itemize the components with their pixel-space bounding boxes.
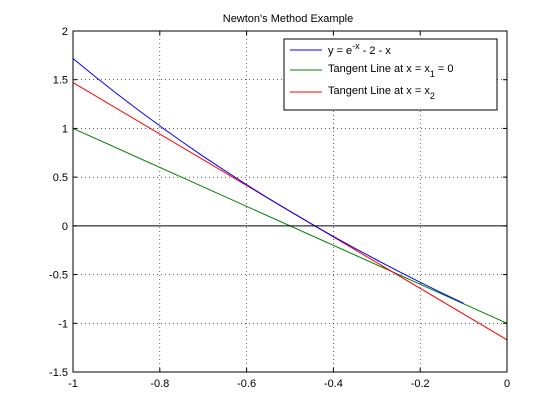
legend-label-3: Tangent Line at x = x2 bbox=[328, 85, 435, 101]
legend-label-1-sup: -x bbox=[352, 41, 360, 51]
x-tick-label: 0 bbox=[504, 378, 510, 390]
legend: y = e-x - 2 - x Tangent Line at x = x1 = … bbox=[283, 38, 498, 111]
plot-series bbox=[72, 58, 508, 341]
y-tick-label: 0 bbox=[62, 221, 68, 233]
ticks: -1 -0.8 -0.6 -0.4 -0.2 0-1.5-1-0.500.511.52 bbox=[49, 26, 510, 390]
legend-label-1-main: y = e bbox=[328, 45, 352, 57]
chart-title: Newton's Method Example bbox=[223, 13, 354, 25]
y-tick-label: -0.5 bbox=[49, 270, 68, 282]
legend-label-1-tail: - 2 - x bbox=[360, 45, 392, 57]
y-tick-label: -1 bbox=[58, 318, 68, 330]
legend-label-sub: 1 bbox=[430, 69, 435, 79]
plot-frame bbox=[72, 30, 508, 373]
y-tick-label: 1 bbox=[62, 123, 68, 135]
x-tick-label: -0.2 bbox=[411, 378, 430, 390]
y-tick-label: 1.5 bbox=[53, 75, 68, 87]
legend-label-1: y = e-x - 2 - x bbox=[328, 41, 391, 57]
y-tick-label: -1.5 bbox=[49, 367, 68, 379]
legend-box bbox=[283, 38, 498, 111]
x-tick-label: -1 bbox=[68, 378, 78, 390]
legend-label-sub: 2 bbox=[430, 91, 435, 101]
legend-label-2: Tangent Line at x = x1 = 0 bbox=[328, 63, 454, 79]
x-tick-label: -0.4 bbox=[324, 378, 343, 390]
x-tick-label: -0.6 bbox=[237, 378, 256, 390]
x-tick-label: -0.8 bbox=[150, 378, 169, 390]
legend-label-tail: = 0 bbox=[435, 63, 454, 75]
legend-label-main: Tangent Line at x = x bbox=[328, 63, 430, 75]
legend-label-main: Tangent Line at x = x bbox=[328, 85, 430, 97]
series-line-1 bbox=[72, 58, 464, 304]
y-tick-label: 0.5 bbox=[53, 172, 68, 184]
y-tick-label: 2 bbox=[62, 26, 68, 38]
